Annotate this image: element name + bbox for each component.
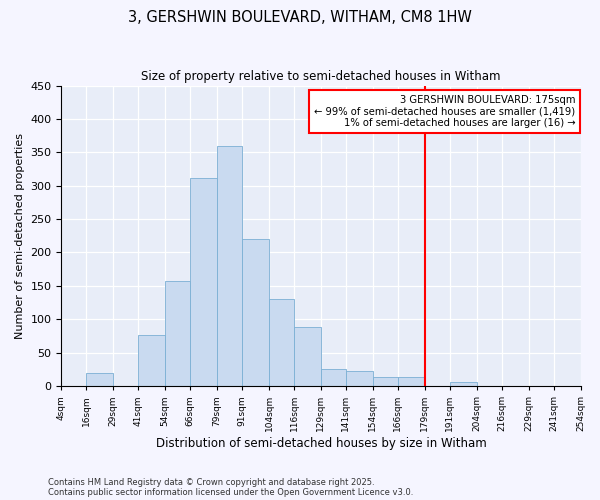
- Bar: [398, 378, 425, 386]
- Bar: [321, 370, 346, 386]
- Bar: [294, 326, 321, 386]
- Bar: [449, 382, 476, 386]
- Bar: [138, 334, 165, 386]
- Title: Size of property relative to semi-detached houses in Witham: Size of property relative to semi-detach…: [141, 70, 501, 83]
- Bar: [165, 281, 190, 386]
- Text: 3 GERSHWIN BOULEVARD: 175sqm
← 99% of semi-detached houses are smaller (1,419)
1: 3 GERSHWIN BOULEVARD: 175sqm ← 99% of se…: [314, 94, 575, 128]
- Text: Contains HM Land Registry data © Crown copyright and database right 2025.
Contai: Contains HM Land Registry data © Crown c…: [48, 478, 413, 497]
- Bar: [346, 372, 373, 386]
- Bar: [269, 299, 294, 386]
- Text: 3, GERSHWIN BOULEVARD, WITHAM, CM8 1HW: 3, GERSHWIN BOULEVARD, WITHAM, CM8 1HW: [128, 10, 472, 25]
- X-axis label: Distribution of semi-detached houses by size in Witham: Distribution of semi-detached houses by …: [155, 437, 487, 450]
- Bar: [86, 372, 113, 386]
- Bar: [373, 376, 398, 386]
- Bar: [190, 178, 217, 386]
- Bar: [217, 146, 242, 386]
- Bar: [242, 239, 269, 386]
- Y-axis label: Number of semi-detached properties: Number of semi-detached properties: [15, 133, 25, 339]
